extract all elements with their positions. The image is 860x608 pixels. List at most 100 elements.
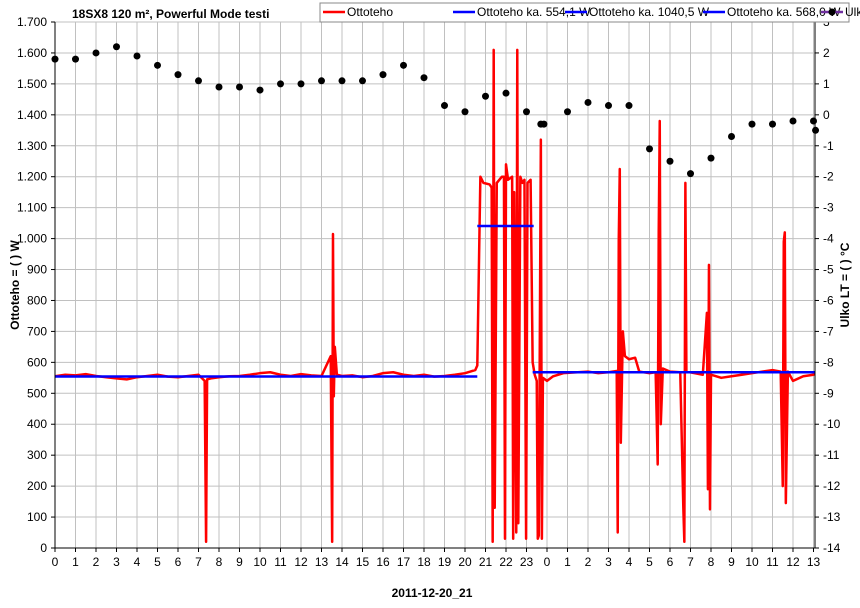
y-tick-label: 400 [27,417,47,431]
y2-tick-label: -1 [823,139,834,153]
ulko-lt-point [277,80,284,88]
x-tick-label: 13 [315,555,329,569]
y2-tick-label: -5 [823,263,834,277]
ulko-lt-point [748,120,756,128]
y2-tick-label: 0 [823,108,830,122]
x-tick-label: 18 [417,555,431,569]
y-axis-label: Ottoteho = ( ) W [8,240,22,330]
legend-label: Ottoteho ka. 1040,5 W [589,5,710,19]
legend-label: Ottoteho ka. 554,1 W [477,5,591,19]
grid [54,21,815,549]
series-line-0 [54,48,816,544]
ulko-lt-point [379,71,387,79]
y-tick-label: 200 [27,479,47,493]
ulko-lt-point [174,71,182,79]
y2-tick-label: -6 [823,293,834,307]
ulko-lt-point [666,157,674,165]
x-tick-label: 2 [585,555,592,569]
y-tick-label: 500 [27,386,47,400]
y-tick-label: 1.000 [17,232,47,246]
x-tick-label: 16 [376,555,390,569]
x-tick-label: 5 [646,555,653,569]
y-tick-label: 1.400 [17,108,47,122]
x-tick-label: 8 [708,555,715,569]
y-tick-label: 1.700 [17,15,47,29]
ulko-lt-point [482,92,489,100]
y2-tick-label: -3 [823,201,834,215]
ulko-lt-point [707,154,715,162]
x-tick-label: 11 [274,555,287,569]
y2-tick-label: 2 [823,46,830,60]
ulko-lt-point [728,132,735,140]
x-tick-label: 13 [807,555,821,569]
y-tick-label: 1.500 [17,77,47,91]
y2-tick-label: -11 [823,448,840,462]
ulko-lt-point [92,49,100,57]
y2-tick-label: -14 [823,541,841,555]
x-tick-label: 3 [605,555,612,569]
ulko-lt-point [195,77,202,85]
y-tick-label: 1.600 [17,46,47,60]
y-tick-label: 600 [27,355,47,369]
x-tick-label: 7 [687,555,694,569]
series-layer [51,43,820,544]
x-tick-label: 1 [564,555,571,569]
x-tick-label: 2 [93,555,100,569]
x-tick-label: 1 [72,555,79,569]
x-tick-label: 0 [52,555,59,569]
y2-tick-label: 1 [823,77,830,91]
ulko-lt-point [338,77,346,85]
y2-tick-label: -4 [823,232,834,246]
ulko-lt-point [584,98,592,106]
x-tick-label: 6 [175,555,182,569]
y-tick-label: 1.300 [17,139,47,153]
ulko-lt-point [297,80,305,88]
x-tick-label: 15 [356,555,370,569]
x-tick-label: 4 [134,555,141,569]
y2-tick-label: -2 [823,170,834,184]
ulko-lt-point [461,108,469,116]
ulko-lt-point [72,55,79,63]
x-tick-label: 10 [745,555,759,569]
y-tick-label: 1.200 [17,170,47,184]
y-tick-label: 800 [27,293,47,307]
x-tick-label: 19 [438,555,452,569]
ulko-lt-point [256,86,264,94]
y-tick-label: 1.100 [17,201,47,215]
y-tick-label: 700 [27,324,47,338]
y2-tick-label: -12 [823,479,841,493]
x-tick-label: 12 [786,555,800,569]
y2-axis-label: Ulko LT = ( ) °C [838,242,852,327]
ulko-lt-point [420,74,428,82]
x-tick-label: 9 [728,555,735,569]
x-tick-label: 20 [458,555,472,569]
x-tick-label: 3 [113,555,120,569]
y-tick-label: 0 [40,541,47,555]
ulko-lt-point [154,61,161,69]
x-tick-label: 22 [499,555,513,569]
ulko-lt-point [133,52,141,60]
ulko-lt-point [236,83,243,91]
y2-tick-label: -13 [823,510,841,524]
y2-tick-label: -9 [823,386,834,400]
ulko-lt-point [687,170,694,178]
x-tick-label: 21 [479,555,493,569]
axes: 01002003004005006007008009001.0001.1001.… [17,15,841,569]
ulko-lt-point [359,77,366,85]
x-tick-label: 7 [195,555,202,569]
ulko-lt-point [605,102,612,110]
x-tick-label: 4 [626,555,633,569]
ulko-lt-point [646,145,653,153]
ulko-lt-point [769,120,776,128]
x-tick-label: 0 [544,555,551,569]
x-tick-label: 12 [294,555,308,569]
legend-label: Ottoteho ka. 568,0 W [727,5,841,19]
y2-tick-label: -8 [823,355,834,369]
ulko-lt-point [502,89,510,97]
ulko-lt-point [625,102,633,110]
x-tick-label: 5 [154,555,161,569]
y2-tick-label: -10 [823,417,841,431]
x-tick-label: 9 [236,555,243,569]
